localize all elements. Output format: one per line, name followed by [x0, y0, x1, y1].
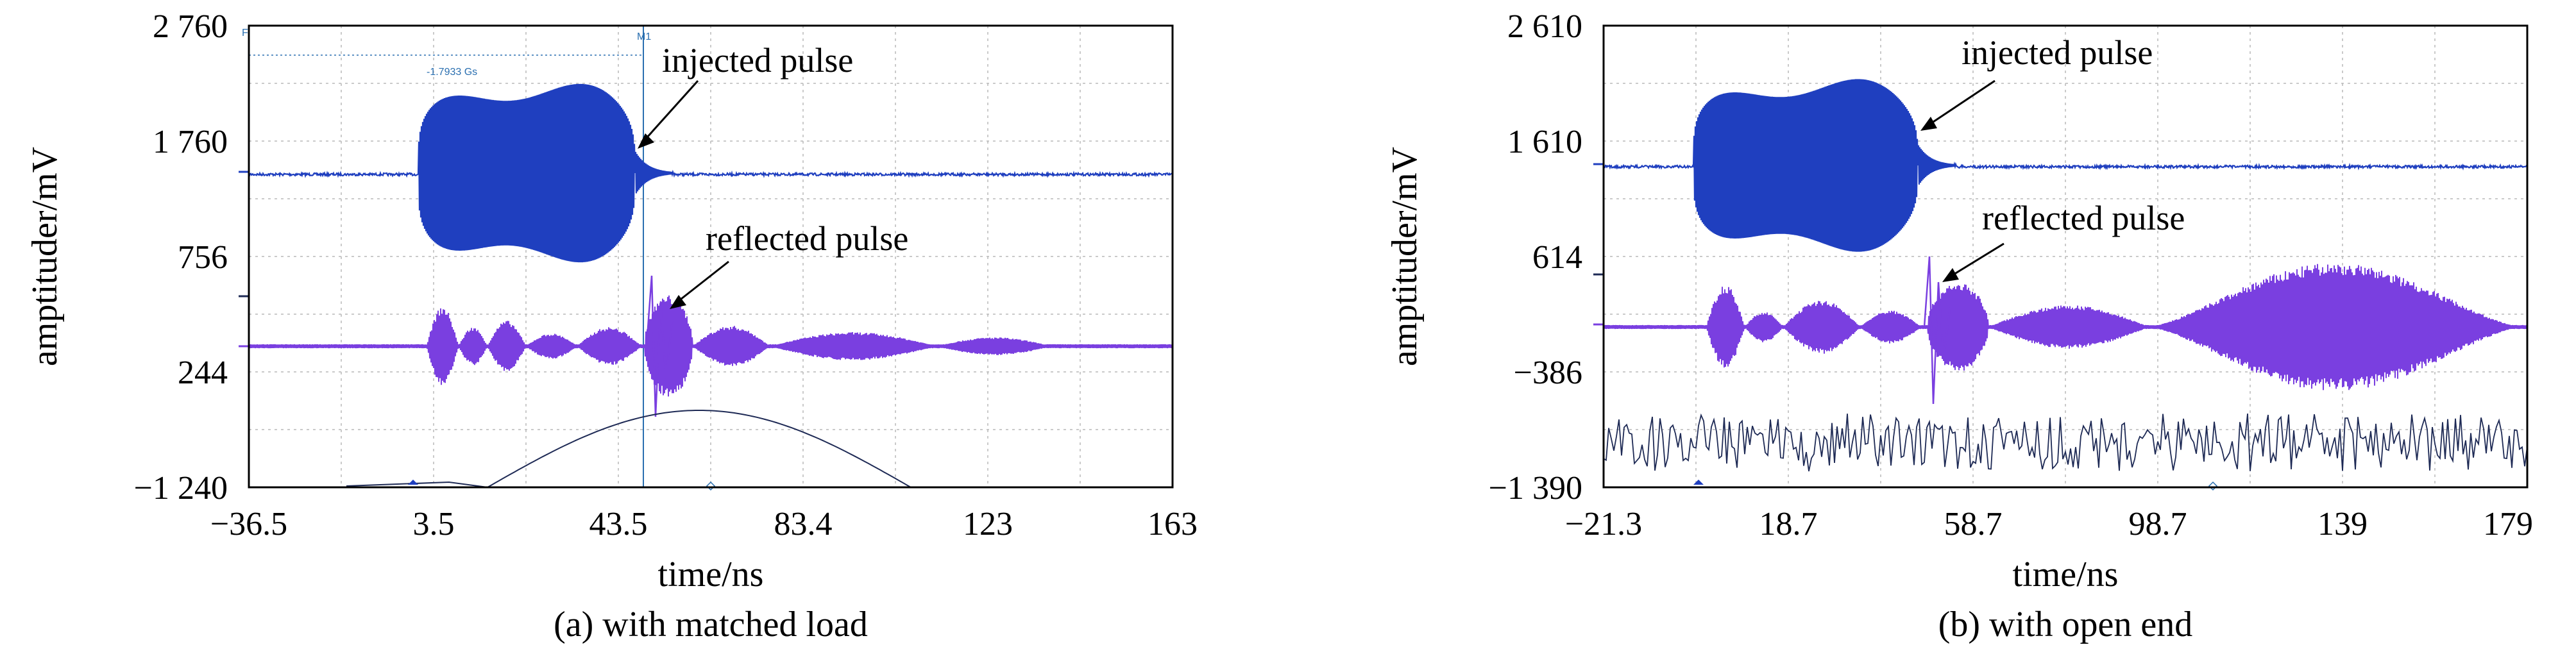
traces-b [1593, 79, 2529, 491]
y-tick-label: 614 [1532, 239, 1582, 276]
x-tick-label: −36.5 [210, 506, 287, 542]
xlabel-a: time/ns [658, 555, 764, 594]
annotation-reflected-a: reflected pulse [706, 219, 908, 258]
y-tick-label: −386 [1514, 355, 1582, 391]
y-tick-label: 2 760 [153, 8, 228, 45]
y-tick-label: 1 760 [153, 124, 228, 160]
arrow-injected-head [638, 133, 654, 149]
annotation-injected-b: injected pulse [1962, 33, 2153, 72]
panel-a: amptituder/mV 2 760 1 760 756 244 −1 240… [25, 8, 1198, 644]
y-tick-label: 1 610 [1507, 124, 1582, 160]
reflected-spike [1923, 256, 1951, 405]
xlabel-b: time/ns [2013, 555, 2119, 594]
x-tick-label: 3.5 [413, 506, 455, 542]
arrow-reflected-shaft [1947, 242, 2004, 280]
x-tick-label: 83.4 [774, 506, 833, 542]
traces-a [239, 26, 1173, 491]
arrow-injected-shaft [640, 80, 699, 145]
scope-marker-label: M1 [637, 31, 651, 42]
reflected-spike [645, 275, 674, 417]
cursor-marker [706, 481, 716, 491]
x-tick-label: 58.7 [1944, 506, 2003, 542]
x-tick-label: 123 [963, 506, 1013, 542]
caption-b: (b) with open end [1938, 605, 2193, 644]
arrow-reflected-shaft [674, 260, 729, 305]
series-reflected-trace [248, 295, 1173, 397]
y-tick-label: 2 610 [1507, 8, 1582, 45]
x-tick-label: 43.5 [589, 506, 648, 542]
x-tick-label: 179 [2483, 506, 2533, 542]
plot-frame-b [1602, 24, 2529, 489]
annotation-injected-a: injected pulse [662, 41, 853, 80]
arrow-reflected-head [1942, 268, 1959, 282]
y-tick-label: −1 390 [1489, 470, 1582, 507]
y-tick-label: 244 [178, 355, 228, 391]
plot-frame-a [248, 24, 1174, 489]
series-injected-trace [248, 83, 1173, 263]
caption-a: (a) with matched load [554, 605, 868, 644]
scope-ref-label: F [242, 28, 248, 38]
grid-a [249, 26, 1173, 487]
trigger-marker [1693, 480, 1704, 485]
ylabel-b: amptituder/mV [1385, 147, 1425, 366]
series-noise-trace [1603, 413, 2528, 472]
x-tick-label: −21.3 [1565, 506, 1642, 542]
trigger-marker [408, 480, 418, 485]
series-reflected-trace [1603, 264, 2528, 390]
x-tick-label: 139 [2318, 506, 2368, 542]
x-tick-label: 98.7 [2129, 506, 2187, 542]
y-tick-label: 756 [178, 239, 228, 276]
panel-b: amptituder/mV 2 610 1 610 614 −386 −1 39… [1385, 8, 2533, 644]
x-tick-label: 163 [1148, 506, 1198, 542]
arrow-injected-head [1920, 117, 1937, 131]
arrow-injected-shaft [1925, 80, 1996, 128]
arrow-reflected-head [670, 295, 686, 309]
cursor-marker [2208, 481, 2218, 491]
scope-cursor-label: -1.7933 Gs [427, 67, 477, 78]
ylabel-a: amptituder/mV [25, 147, 65, 366]
series-injected-trace [1602, 79, 2529, 252]
series-envelope-arc [346, 410, 911, 489]
x-tick-label: 18.7 [1759, 506, 1818, 542]
annotation-reflected-b: reflected pulse [1982, 199, 2185, 237]
y-tick-label: −1 240 [134, 470, 228, 507]
